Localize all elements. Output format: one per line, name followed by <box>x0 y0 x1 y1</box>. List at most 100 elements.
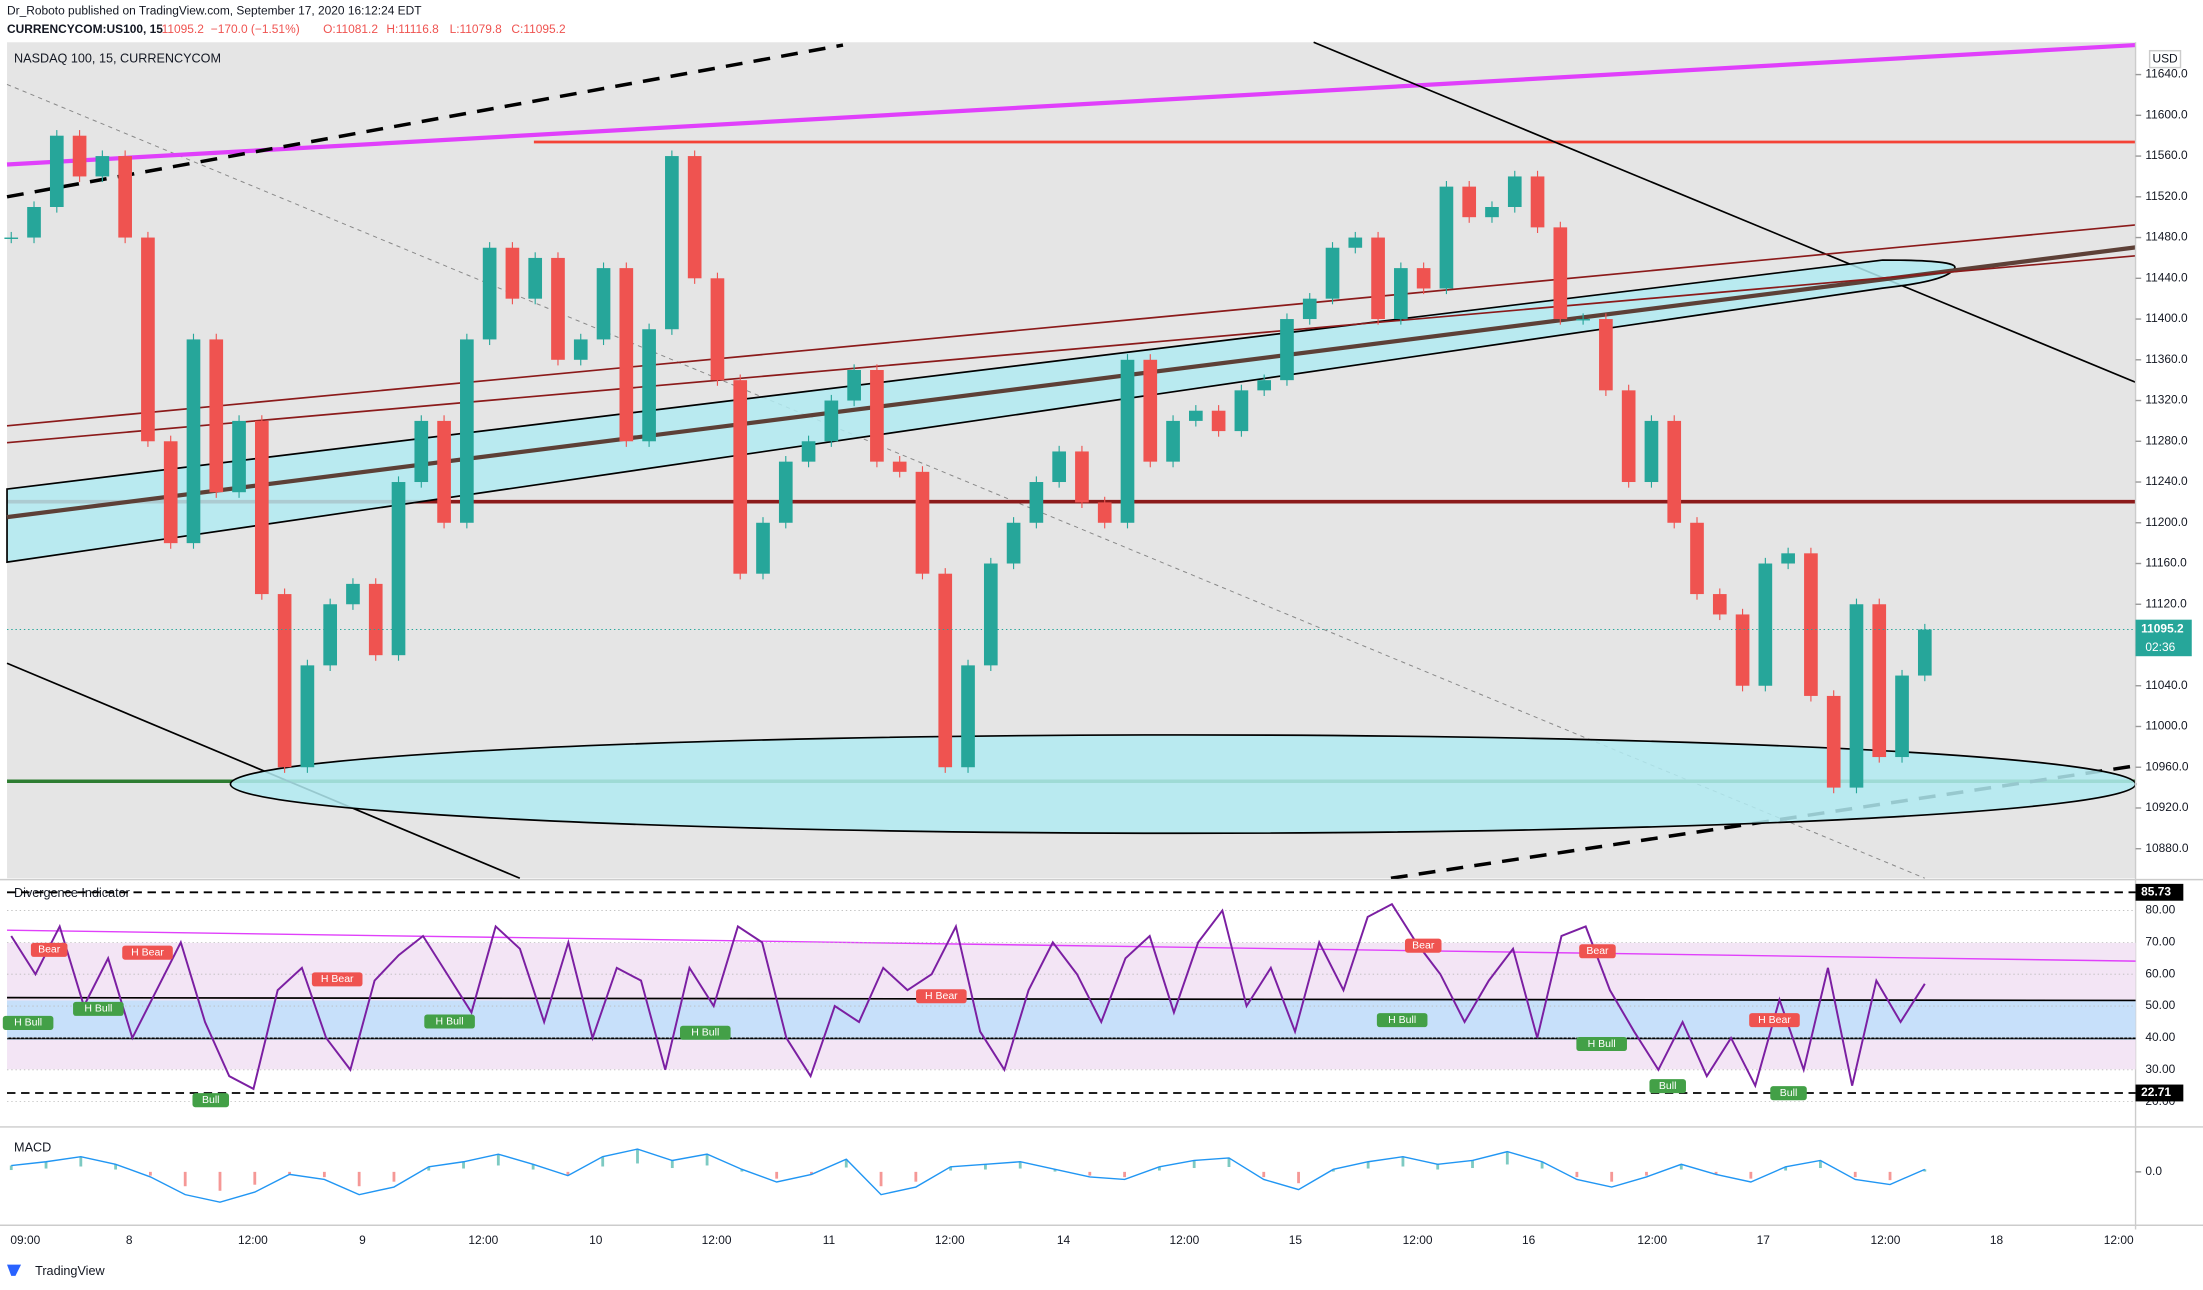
candle <box>1804 553 1818 696</box>
divergence-label: Bull <box>1659 1080 1677 1092</box>
candle <box>1075 451 1089 503</box>
y-tick-label: 11360.0 <box>2145 352 2188 366</box>
y-tick-label: 11400.0 <box>2145 311 2188 325</box>
candle <box>642 329 656 442</box>
macd-line <box>11 1148 1926 1203</box>
divergence-label: Bull <box>202 1094 220 1106</box>
y-tick-label: 11120.0 <box>2145 596 2187 610</box>
candle <box>687 156 702 279</box>
y-tick-label: 11000.0 <box>2145 719 2188 733</box>
candle <box>1667 420 1682 523</box>
rsi-bound-badge <box>2135 1084 2184 1102</box>
macd-hist <box>218 1171 222 1191</box>
falling-line <box>1313 41 2136 384</box>
x-tick-label: 16 <box>1522 1233 1536 1247</box>
divergence-label: H Bull <box>84 1003 112 1015</box>
y-tick-label: 11600.0 <box>2145 107 2188 121</box>
macd-zero-label: 0.0 <box>2145 1164 2162 1178</box>
candle <box>1712 594 1727 615</box>
divergence-label: Bear <box>1412 939 1435 951</box>
candle <box>1143 359 1158 462</box>
macd-hist <box>1819 1160 1822 1169</box>
x-tick-label: 09:00 <box>10 1233 40 1247</box>
macd-hist <box>183 1171 187 1187</box>
divergence-tag <box>1579 944 1616 959</box>
candle <box>961 665 975 768</box>
y-tick-label: 11160.0 <box>2145 556 2187 570</box>
candle <box>323 604 338 666</box>
y-tick-label: 11640.0 <box>2145 67 2188 81</box>
candle <box>892 461 907 472</box>
y-tick-label: 11320.0 <box>2145 393 2188 407</box>
macd-hist <box>844 1159 848 1168</box>
candle <box>1234 390 1249 432</box>
rsi-bound-label: 85.73 <box>2141 884 2171 898</box>
rsi-tick-label: 70.00 <box>2145 935 2175 949</box>
rsi-tick-label: 50.00 <box>2145 998 2175 1012</box>
macd-hist <box>879 1171 883 1187</box>
macd-hist <box>705 1154 709 1166</box>
candle <box>505 247 520 299</box>
candle <box>346 583 360 605</box>
macd-hist <box>1053 1169 1057 1172</box>
macd-hist <box>9 1165 13 1171</box>
macd-hist <box>810 1171 813 1175</box>
candle <box>710 278 725 381</box>
candle <box>665 156 679 330</box>
macd-hist <box>949 1166 953 1171</box>
macd-hist <box>44 1161 48 1169</box>
candle <box>1006 522 1021 564</box>
macd-hist <box>531 1164 535 1170</box>
candle <box>1507 176 1522 207</box>
candle <box>1052 451 1066 483</box>
macd-hist <box>1575 1171 1579 1178</box>
macd-hist <box>253 1171 257 1185</box>
candle <box>915 471 930 574</box>
x-tick-label: 9 <box>359 1233 366 1247</box>
divergence-tag <box>1649 1079 1686 1094</box>
candle <box>72 135 87 177</box>
candle <box>551 257 565 360</box>
candle <box>437 420 451 523</box>
macd-hist <box>1401 1156 1405 1167</box>
last: 11095.2 <box>162 22 205 36</box>
x-tick-label: 11 <box>823 1233 836 1247</box>
candle <box>983 563 998 666</box>
divergence-label: Bear <box>1586 945 1609 957</box>
y-tick-label: 11280.0 <box>2145 433 2188 447</box>
y-tick-label: 10960.0 <box>2145 759 2189 773</box>
candle <box>118 156 132 238</box>
macd-hist <box>1610 1171 1614 1182</box>
divergence-label: H Bull <box>14 1017 42 1029</box>
candle <box>1917 629 1932 676</box>
macd-hist <box>1505 1151 1509 1165</box>
candle <box>1826 695 1841 788</box>
divergence-tag <box>2 1015 54 1030</box>
candle <box>460 339 474 523</box>
y-tick-label: 11440.0 <box>2145 270 2188 284</box>
candle <box>596 268 611 340</box>
y-tick-label: 11040.0 <box>2145 678 2188 692</box>
y-tick-label: 11520.0 <box>2145 189 2188 203</box>
change: −170.0 (−1.51%) <box>211 22 300 36</box>
macd-hist <box>984 1164 987 1170</box>
x-tick-label: 8 <box>126 1233 133 1247</box>
candle <box>1872 604 1887 758</box>
candle <box>619 268 634 442</box>
candle <box>1530 176 1545 228</box>
macd-hist <box>1471 1160 1474 1169</box>
macd-hist <box>1853 1171 1857 1178</box>
current-price-label: 11095.2 <box>2141 622 2184 636</box>
rsi-bound-badge <box>2135 883 2184 901</box>
divergence-tag <box>73 1001 124 1016</box>
divergence-label: H Bear <box>131 946 164 958</box>
chart-title: NASDAQ 100, 15, CURRENCYCOM <box>14 51 221 65</box>
macd-hist <box>1679 1164 1683 1170</box>
candle <box>1621 390 1636 483</box>
macd-hist <box>566 1171 570 1175</box>
rsi-tick-label: 40.00 <box>2145 1030 2175 1044</box>
x-tick-label: 12:00 <box>1403 1233 1433 1247</box>
macd-hist <box>914 1171 918 1182</box>
candle <box>1849 604 1864 788</box>
